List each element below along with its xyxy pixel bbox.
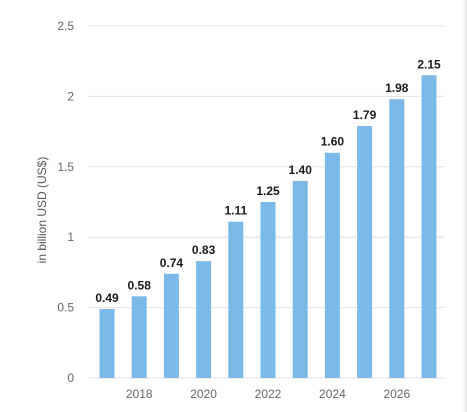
x-tick-label: 2018 bbox=[126, 387, 153, 401]
x-tick-label: 2026 bbox=[383, 387, 410, 401]
data-label: 0.83 bbox=[192, 243, 216, 257]
bar bbox=[357, 125, 373, 378]
y-tick-label: 0 bbox=[67, 371, 74, 385]
x-axis-ticks: 2018 2020 2022 2024 2026 bbox=[126, 387, 411, 401]
data-label: 0.58 bbox=[128, 278, 152, 292]
bars bbox=[99, 75, 437, 378]
bar bbox=[324, 152, 340, 378]
data-label: 2.15 bbox=[417, 57, 441, 71]
y-tick-label: 1.5 bbox=[57, 160, 74, 174]
data-label: 1.98 bbox=[385, 81, 409, 95]
y-axis-ticks: 0 0.5 1 1.5 2 2.5 bbox=[57, 19, 74, 385]
data-label: 1.25 bbox=[256, 184, 280, 198]
edge-shadow bbox=[462, 0, 467, 412]
bar bbox=[260, 202, 276, 378]
data-label: 0.49 bbox=[95, 291, 119, 305]
bar bbox=[163, 273, 179, 378]
y-tick-label: 1 bbox=[67, 230, 74, 244]
data-label: 1.40 bbox=[289, 163, 313, 177]
data-label: 1.11 bbox=[224, 204, 247, 218]
data-label: 1.60 bbox=[321, 135, 345, 149]
bar bbox=[99, 309, 115, 378]
x-tick-label: 2022 bbox=[255, 387, 282, 401]
y-axis-title: in billion USD (US$) bbox=[35, 157, 49, 264]
data-labels: 0.49 0.58 0.74 0.83 1.11 1.25 1.40 1.60 1.79 1.98… bbox=[95, 57, 441, 305]
y-tick-label: 0.5 bbox=[57, 301, 74, 315]
bar bbox=[228, 221, 244, 378]
data-label: 1.79 bbox=[353, 108, 377, 122]
x-tick-label: 2024 bbox=[319, 387, 346, 401]
bar bbox=[196, 261, 212, 378]
bar bbox=[421, 75, 437, 378]
y-tick-label: 2 bbox=[67, 89, 74, 103]
x-tick-label: 2020 bbox=[190, 387, 217, 401]
bar bbox=[131, 296, 147, 378]
data-label: 0.74 bbox=[160, 256, 184, 270]
y-tick-label: 2.5 bbox=[57, 19, 74, 33]
bar bbox=[389, 99, 405, 378]
bar bbox=[292, 180, 308, 378]
